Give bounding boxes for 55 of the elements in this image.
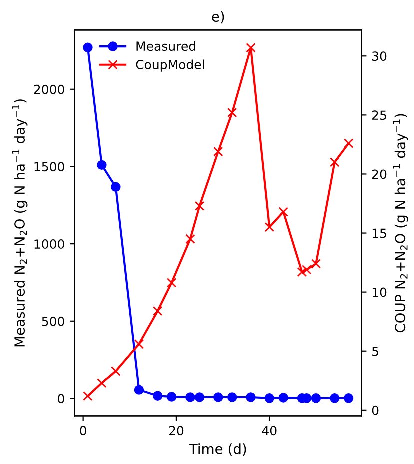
point — [134, 385, 144, 395]
x-tick-label: 40 — [262, 426, 277, 436]
y-tick-label: 2000 — [34, 84, 64, 94]
point — [227, 108, 238, 118]
point — [227, 392, 238, 402]
x-tick-label: 0 — [80, 426, 86, 436]
legend-label: CoupModel — [136, 60, 204, 72]
y2-tick-label: 10 — [372, 288, 387, 298]
point — [83, 42, 93, 52]
point — [264, 222, 274, 232]
y2-tick-label: 15 — [372, 228, 386, 238]
point — [134, 339, 144, 350]
point — [214, 146, 224, 157]
point — [311, 259, 322, 269]
point — [264, 394, 274, 404]
point — [302, 265, 312, 275]
y2-tick-label: 0 — [372, 406, 379, 416]
y2-tick-label: 5 — [372, 347, 378, 356]
point — [214, 392, 224, 402]
point — [344, 394, 354, 404]
point — [83, 391, 93, 402]
point — [246, 43, 256, 53]
point — [97, 160, 107, 170]
point — [152, 391, 163, 401]
chart-title: e) — [212, 11, 224, 24]
point — [152, 306, 163, 316]
point — [330, 394, 340, 404]
point — [111, 366, 121, 376]
point — [297, 267, 308, 278]
point — [186, 392, 196, 402]
y-tick-label: 0 — [58, 394, 64, 404]
legend-label: Measured — [136, 41, 196, 52]
text: COUP N$_{2}$+N$_{2}$O (g N ha$^{−1}$ day$^{−1}$) — [393, 114, 408, 333]
point — [278, 393, 288, 403]
y-tick-label: 500 — [42, 316, 64, 326]
y-tick-label: 1500 — [34, 162, 64, 172]
point — [166, 278, 177, 288]
text: Measured N$_{2}$+N$_{2}$O (g N ha$^{−1}$ day$^{−1}$) — [12, 100, 28, 347]
point — [246, 392, 256, 402]
point — [344, 138, 354, 148]
point — [194, 392, 205, 402]
point — [330, 158, 340, 168]
x-tick-label: 20 — [169, 426, 184, 436]
y2-tick-label: 30 — [372, 52, 387, 62]
point — [186, 234, 196, 244]
point — [111, 182, 121, 192]
y2-tick-label: 25 — [372, 110, 386, 120]
point — [278, 207, 288, 217]
x-axis-title: Time (d) — [189, 444, 246, 456]
point — [311, 394, 322, 404]
point — [166, 392, 177, 402]
y2-tick-label: 20 — [372, 170, 387, 180]
point — [97, 378, 107, 388]
point — [194, 201, 205, 211]
y-tick-label: 1000 — [34, 240, 64, 249]
